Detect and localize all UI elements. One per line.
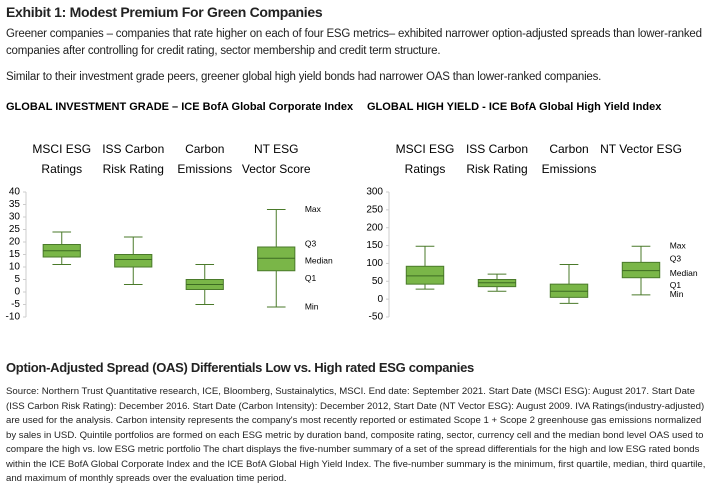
box xyxy=(114,254,153,268)
y-tick-label: 250 xyxy=(366,204,383,215)
x-category-label: Emissions xyxy=(542,162,597,176)
x-category-label: Ratings xyxy=(405,162,446,176)
annotation: Median xyxy=(670,268,698,278)
annotation: Max xyxy=(305,204,322,214)
y-tick-label: 100 xyxy=(366,258,383,269)
annotation: Q1 xyxy=(305,273,317,283)
y-tick-label: -5 xyxy=(11,299,20,310)
x-category-label: Risk Rating xyxy=(103,162,164,176)
box xyxy=(257,246,296,272)
y-tick-label: 0 xyxy=(377,294,383,305)
y-tick-label: 150 xyxy=(366,240,383,251)
annotation: Min xyxy=(670,289,684,299)
y-tick-label: 15 xyxy=(9,249,21,260)
annotation: Q1 xyxy=(670,280,682,290)
annotation: Max xyxy=(670,241,687,251)
x-category-label: Vector Score xyxy=(242,162,311,176)
chart: GLOBAL HIGH YIELD - ICE BofA Global High… xyxy=(366,101,698,323)
paragraph: Greener companies – companies that rate … xyxy=(6,28,702,57)
x-category-label: Risk Rating xyxy=(466,162,527,176)
x-category-label: Emissions xyxy=(177,162,232,176)
y-tick-label: 40 xyxy=(9,187,21,198)
x-category-label: Carbon xyxy=(185,142,224,156)
y-tick-label: 10 xyxy=(9,262,21,273)
y-tick-label: -10 xyxy=(6,312,21,323)
y-tick-label: 50 xyxy=(372,276,384,287)
x-category-label: ISS Carbon xyxy=(466,142,528,156)
x-category-label: MSCI ESG xyxy=(396,142,455,156)
y-tick-label: 25 xyxy=(9,224,21,235)
y-tick-label: -50 xyxy=(369,312,384,323)
source-note: Source: Northern Trust Quantitative rese… xyxy=(6,386,706,484)
annotation: Q3 xyxy=(305,238,317,248)
chart-title: GLOBAL HIGH YIELD - ICE BofA Global High… xyxy=(367,101,662,113)
y-tick-label: 30 xyxy=(9,212,21,223)
y-tick-label: 20 xyxy=(9,237,21,248)
x-category-label: NT ESG xyxy=(254,142,298,156)
x-category-label: MSCI ESG xyxy=(32,142,91,156)
box xyxy=(549,283,589,298)
x-category-label: Carbon xyxy=(549,142,588,156)
y-tick-label: 5 xyxy=(14,274,20,285)
x-category-label: Ratings xyxy=(41,162,82,176)
chart-title: GLOBAL INVESTMENT GRADE – ICE BofA Globa… xyxy=(6,101,354,113)
paragraph: Similar to their investment grade peers,… xyxy=(6,71,602,83)
y-tick-label: 35 xyxy=(9,199,21,210)
y-tick-label: 300 xyxy=(366,187,383,198)
title: Exhibit 1: Modest Premium For Green Comp… xyxy=(6,4,323,20)
annotation: Median xyxy=(305,256,333,266)
footer-title: Option-Adjusted Spread (OAS) Differentia… xyxy=(6,360,474,375)
box xyxy=(405,265,445,285)
box xyxy=(621,261,661,279)
x-category-label: NT Vector ESG xyxy=(600,142,682,156)
chart: GLOBAL INVESTMENT GRADE – ICE BofA Globa… xyxy=(6,101,354,323)
annotation: Q3 xyxy=(670,254,682,264)
y-tick-label: 200 xyxy=(366,222,383,233)
x-category-label: ISS Carbon xyxy=(102,142,164,156)
annotation: Min xyxy=(305,301,319,311)
y-tick-label: 0 xyxy=(14,287,20,298)
